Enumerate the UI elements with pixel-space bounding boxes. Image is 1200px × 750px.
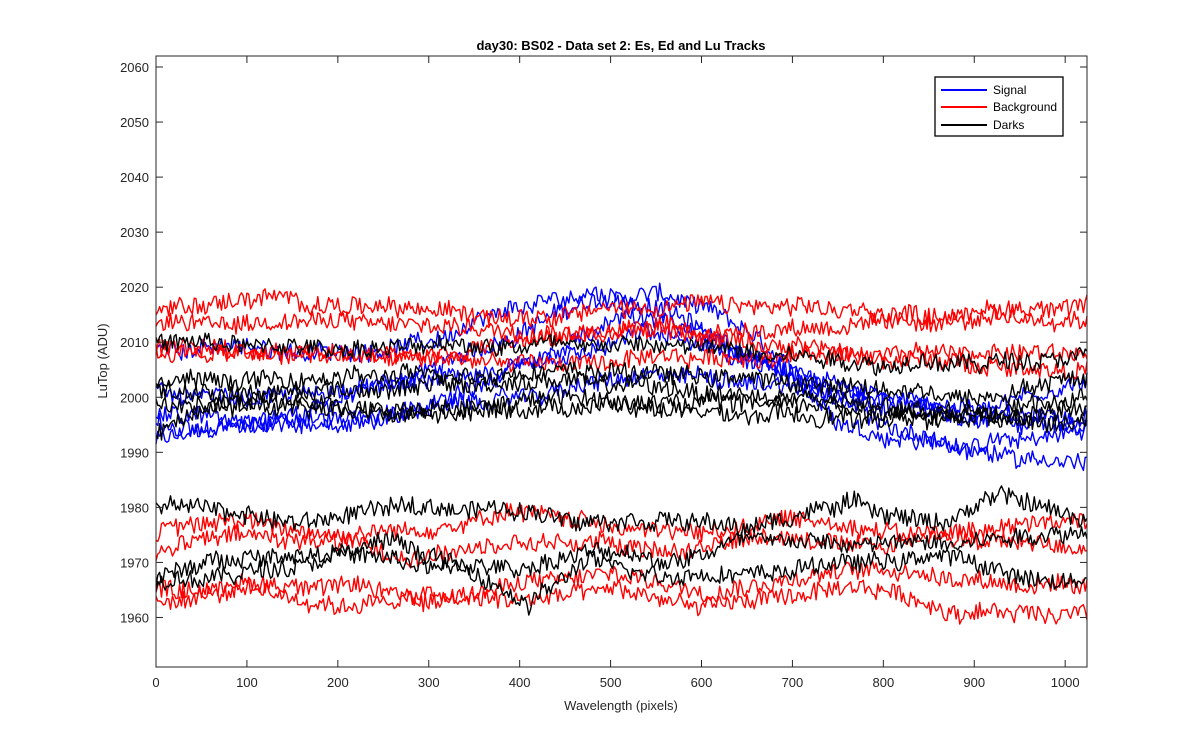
y-tick-label: 2030 (120, 225, 149, 240)
legend-label-background: Background (993, 100, 1057, 114)
y-tick-label: 2060 (120, 60, 149, 75)
y-tick-label: 2020 (120, 280, 149, 295)
x-tick-label: 800 (872, 675, 894, 690)
x-tick-label: 1000 (1051, 675, 1080, 690)
y-tick-label: 1990 (120, 445, 149, 460)
x-tick-label: 600 (691, 675, 713, 690)
x-axis-label: Wavelength (pixels) (564, 698, 678, 713)
x-tick-label: 700 (782, 675, 804, 690)
series-darks-19 (155, 526, 1088, 586)
x-tick-label: 0 (152, 675, 159, 690)
y-tick-label: 2010 (120, 335, 149, 350)
series-background-8 (155, 314, 1088, 381)
y-tick-label: 2050 (120, 115, 149, 130)
series-darks-10 (155, 361, 1088, 407)
y-tick-label: 2040 (120, 170, 149, 185)
series-layer (155, 282, 1088, 625)
series-background-5 (155, 288, 1088, 328)
series-signal-0 (155, 282, 1088, 461)
series-background-7 (155, 341, 1088, 374)
series-darks-9 (155, 332, 1088, 377)
x-tick-label: 200 (327, 675, 349, 690)
x-tick-label: 100 (236, 675, 258, 690)
x-tick-label: 500 (600, 675, 622, 690)
y-tick-label: 2000 (120, 390, 149, 405)
series-background-17 (155, 576, 1088, 625)
chart-title: day30: BS02 - Data set 2: Es, Ed and Lu … (476, 38, 765, 53)
series-darks-20 (155, 531, 1088, 616)
y-tick-label: 1970 (120, 555, 149, 570)
y-ticks: 1960 1970 1980 1990 2000 2010 2020 2030 2040 2050… (120, 60, 1087, 625)
axes-box (155, 55, 1088, 668)
series-signal-4 (155, 307, 1087, 472)
legend-label-signal: Signal (993, 83, 1026, 97)
x-tick-label: 300 (418, 675, 440, 690)
y-tick-label: 1960 (120, 610, 149, 625)
series-darks-13 (155, 388, 1088, 434)
y-axis-label: LuTop (ADU) (95, 323, 110, 398)
series-background-16 (155, 560, 1088, 613)
series-background-14 (155, 502, 1088, 555)
y-tick-label: 1980 (120, 500, 149, 515)
legend: Signal Background Darks (934, 76, 1064, 137)
x-tick-label: 400 (509, 675, 531, 690)
x-tick-label: 900 (963, 675, 985, 690)
series-darks-18 (155, 485, 1088, 537)
legend-label-darks: Darks (993, 118, 1024, 132)
x-ticks: 0 100 200 300 400 500 600 700 800 900 1000 (152, 56, 1080, 690)
